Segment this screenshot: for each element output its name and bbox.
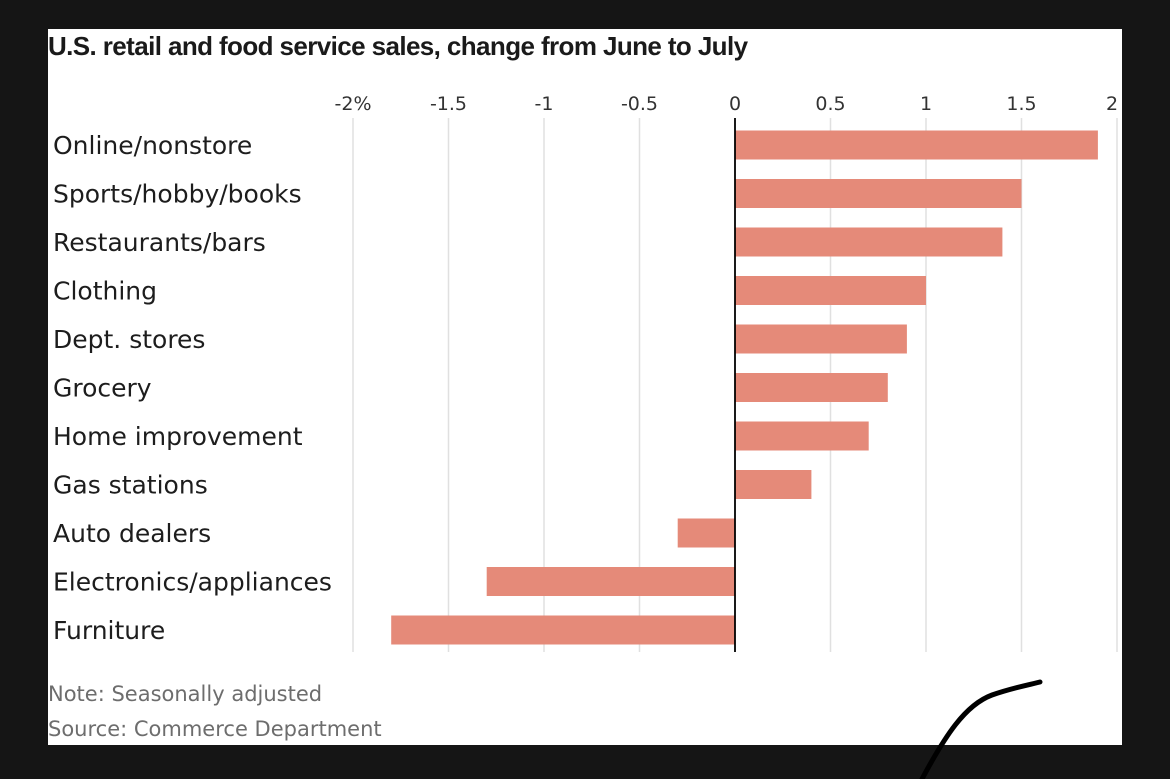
- bar: [735, 324, 907, 354]
- category-label: Grocery: [53, 374, 152, 403]
- bar: [486, 567, 735, 596]
- bar: [735, 421, 869, 451]
- category-label: Furniture: [53, 616, 165, 645]
- bar: [735, 276, 926, 305]
- category-label: Auto dealers: [53, 519, 211, 548]
- chart-note: Note: Seasonally adjusted: [48, 682, 323, 706]
- x-tick-label: -2%: [335, 93, 372, 115]
- category-label: Sports/hobby/books: [53, 180, 302, 209]
- category-label: Restaurants/bars: [53, 228, 266, 257]
- bar: [735, 373, 888, 402]
- category-labels: Online/nonstore Sports/hobby/books Restaur…: [53, 131, 332, 645]
- pen-stroke-annotation: [919, 679, 1043, 779]
- bar: [735, 130, 1098, 160]
- x-tick-label: -1.5: [430, 93, 467, 115]
- x-tick-label: 2: [1106, 93, 1118, 115]
- category-label: Dept. stores: [53, 325, 205, 354]
- bar: [735, 227, 1003, 257]
- bar: [735, 179, 1022, 208]
- category-label: Electronics/appliances: [53, 568, 332, 597]
- chart-source: Source: Commerce Department: [48, 717, 382, 741]
- x-tick-label: 0.5: [815, 93, 845, 115]
- x-tick-label: 0: [729, 93, 741, 115]
- category-label: Online/nonstore: [53, 131, 252, 160]
- x-tick-label: -1: [535, 93, 554, 115]
- bar: [677, 518, 735, 548]
- x-axis-ticks: -2% -1.5 -1 -0.5 0 0.5 1 1.5 2: [335, 93, 1119, 115]
- bar: [391, 615, 735, 645]
- category-label: Gas stations: [53, 471, 208, 500]
- bar: [735, 470, 812, 499]
- category-label: Home improvement: [53, 422, 303, 451]
- bars: [391, 130, 1098, 645]
- category-label: Clothing: [53, 277, 157, 306]
- x-tick-label: -0.5: [621, 93, 658, 115]
- chart-title: U.S. retail and food service sales, chan…: [48, 31, 748, 61]
- x-tick-label: 1.5: [1006, 93, 1036, 115]
- x-tick-label: 1: [920, 93, 932, 115]
